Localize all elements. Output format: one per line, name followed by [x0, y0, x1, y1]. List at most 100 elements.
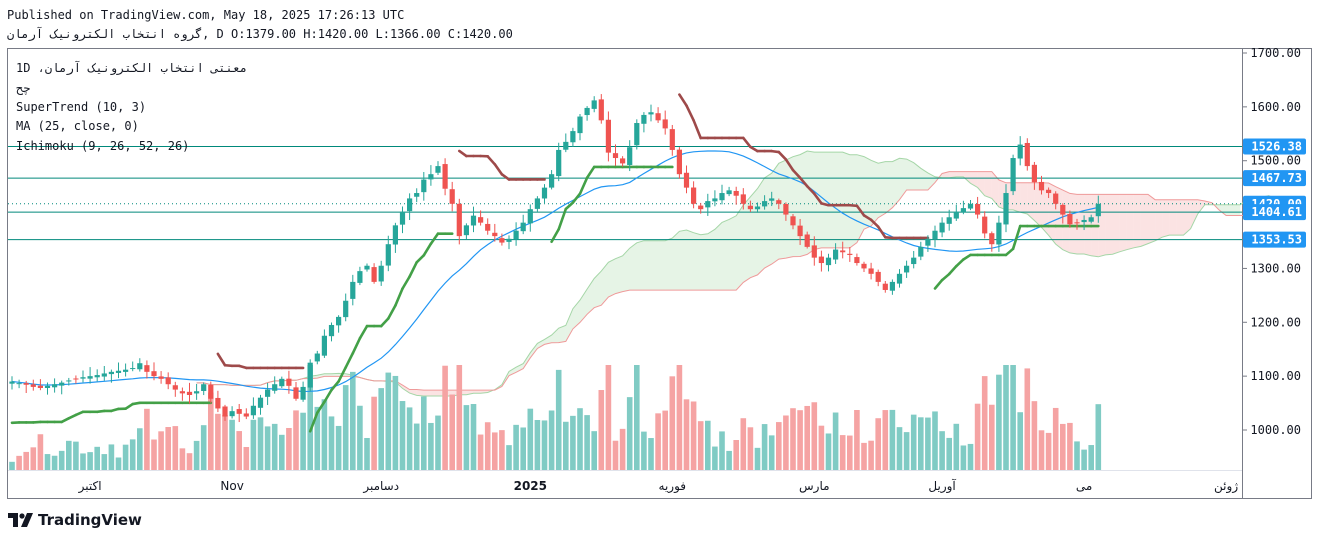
- candle[interactable]: [272, 376, 278, 394]
- candle[interactable]: [30, 379, 36, 391]
- candle[interactable]: [591, 96, 597, 113]
- candle[interactable]: [541, 184, 548, 204]
- candle[interactable]: [52, 378, 58, 393]
- candle[interactable]: [478, 210, 484, 226]
- candle[interactable]: [23, 380, 29, 394]
- candle[interactable]: [16, 379, 22, 389]
- candle[interactable]: [414, 188, 420, 203]
- candle[interactable]: [868, 262, 874, 280]
- candle[interactable]: [172, 381, 178, 397]
- candle[interactable]: [194, 383, 200, 400]
- legend-symbol[interactable]: 1D ،معنتی انتخاب الکترونیک آرمان: [16, 60, 247, 76]
- candle[interactable]: [854, 253, 860, 266]
- candle[interactable]: [300, 381, 306, 402]
- candle[interactable]: [989, 231, 995, 252]
- candle[interactable]: [840, 241, 846, 259]
- candle[interactable]: [186, 382, 193, 404]
- candle[interactable]: [556, 142, 562, 182]
- candle[interactable]: [101, 366, 107, 381]
- legend-supertrend[interactable]: SuperTrend (10, 3): [16, 100, 146, 114]
- candle[interactable]: [740, 188, 746, 210]
- candle[interactable]: [392, 222, 398, 253]
- candle[interactable]: [371, 263, 377, 284]
- candle[interactable]: [243, 408, 249, 420]
- candle[interactable]: [158, 371, 164, 384]
- candle[interactable]: [151, 362, 157, 381]
- candle[interactable]: [73, 375, 79, 384]
- candle[interactable]: [407, 193, 413, 221]
- candle[interactable]: [456, 198, 462, 245]
- candle[interactable]: [94, 369, 100, 382]
- candle[interactable]: [754, 202, 761, 213]
- candle[interactable]: [222, 404, 228, 421]
- candle[interactable]: [442, 158, 448, 196]
- candle[interactable]: [1095, 195, 1101, 223]
- candle[interactable]: [265, 383, 271, 406]
- candle[interactable]: [783, 202, 789, 221]
- candle[interactable]: [683, 165, 690, 194]
- candle[interactable]: [705, 193, 711, 216]
- candle[interactable]: [144, 360, 150, 379]
- candle[interactable]: [66, 377, 72, 386]
- candle[interactable]: [378, 260, 384, 286]
- candle[interactable]: [506, 235, 512, 250]
- candle[interactable]: [307, 359, 313, 392]
- candle[interactable]: [932, 225, 938, 248]
- candle[interactable]: [719, 184, 725, 205]
- candle[interactable]: [904, 260, 910, 278]
- candle[interactable]: [37, 379, 43, 391]
- candle[interactable]: [648, 104, 654, 122]
- candle[interactable]: [1003, 184, 1009, 233]
- candle[interactable]: [627, 140, 633, 172]
- candle[interactable]: [1010, 154, 1016, 196]
- candle[interactable]: [1074, 218, 1080, 230]
- candle[interactable]: [818, 250, 824, 272]
- candle[interactable]: [598, 94, 604, 124]
- candle[interactable]: [520, 214, 526, 235]
- candle[interactable]: [790, 214, 796, 230]
- candle[interactable]: [513, 222, 519, 246]
- price-label[interactable]: 1467.73: [1243, 170, 1306, 187]
- candle[interactable]: [1060, 203, 1066, 224]
- candle[interactable]: [399, 206, 406, 234]
- candle[interactable]: [811, 236, 817, 266]
- legend-ma[interactable]: MA (25, close, 0): [16, 119, 139, 133]
- candle[interactable]: [236, 403, 242, 423]
- candle[interactable]: [549, 170, 555, 190]
- candle[interactable]: [123, 363, 129, 377]
- legend-ichimoku[interactable]: Ichimoku (9, 26, 52, 26): [16, 139, 189, 153]
- candle[interactable]: [925, 235, 931, 252]
- candle[interactable]: [463, 223, 469, 240]
- candle[interactable]: [208, 381, 214, 404]
- candle[interactable]: [421, 172, 427, 201]
- candle[interactable]: [634, 119, 640, 150]
- candle[interactable]: [612, 144, 619, 166]
- candle[interactable]: [861, 261, 867, 272]
- candle[interactable]: [1024, 138, 1030, 171]
- candle[interactable]: [896, 269, 903, 288]
- candle[interactable]: [1067, 210, 1073, 228]
- candle[interactable]: [776, 198, 782, 210]
- candle[interactable]: [130, 361, 136, 372]
- candle[interactable]: [364, 263, 370, 272]
- candle[interactable]: [470, 206, 477, 233]
- candle[interactable]: [1081, 215, 1087, 231]
- candle[interactable]: [485, 218, 491, 235]
- candle[interactable]: [797, 218, 803, 245]
- candle[interactable]: [1046, 187, 1052, 199]
- price-axis[interactable]: 1700.001600.001500.001400.001300.001200.…: [1242, 46, 1306, 437]
- candle[interactable]: [137, 358, 143, 372]
- candle[interactable]: [449, 181, 455, 212]
- candle[interactable]: [953, 204, 959, 221]
- candle[interactable]: [620, 156, 626, 167]
- price-label[interactable]: 1526.38: [1243, 138, 1306, 155]
- candle[interactable]: [605, 111, 611, 162]
- candle[interactable]: [946, 209, 952, 231]
- candle[interactable]: [59, 380, 65, 395]
- brand-logo[interactable]: TradingView: [8, 511, 142, 529]
- candle[interactable]: [570, 127, 576, 147]
- candle[interactable]: [762, 195, 768, 210]
- candle[interactable]: [726, 186, 732, 197]
- candle[interactable]: [676, 147, 682, 179]
